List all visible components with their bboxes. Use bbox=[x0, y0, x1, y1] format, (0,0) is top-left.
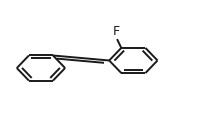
Text: F: F bbox=[113, 25, 119, 38]
